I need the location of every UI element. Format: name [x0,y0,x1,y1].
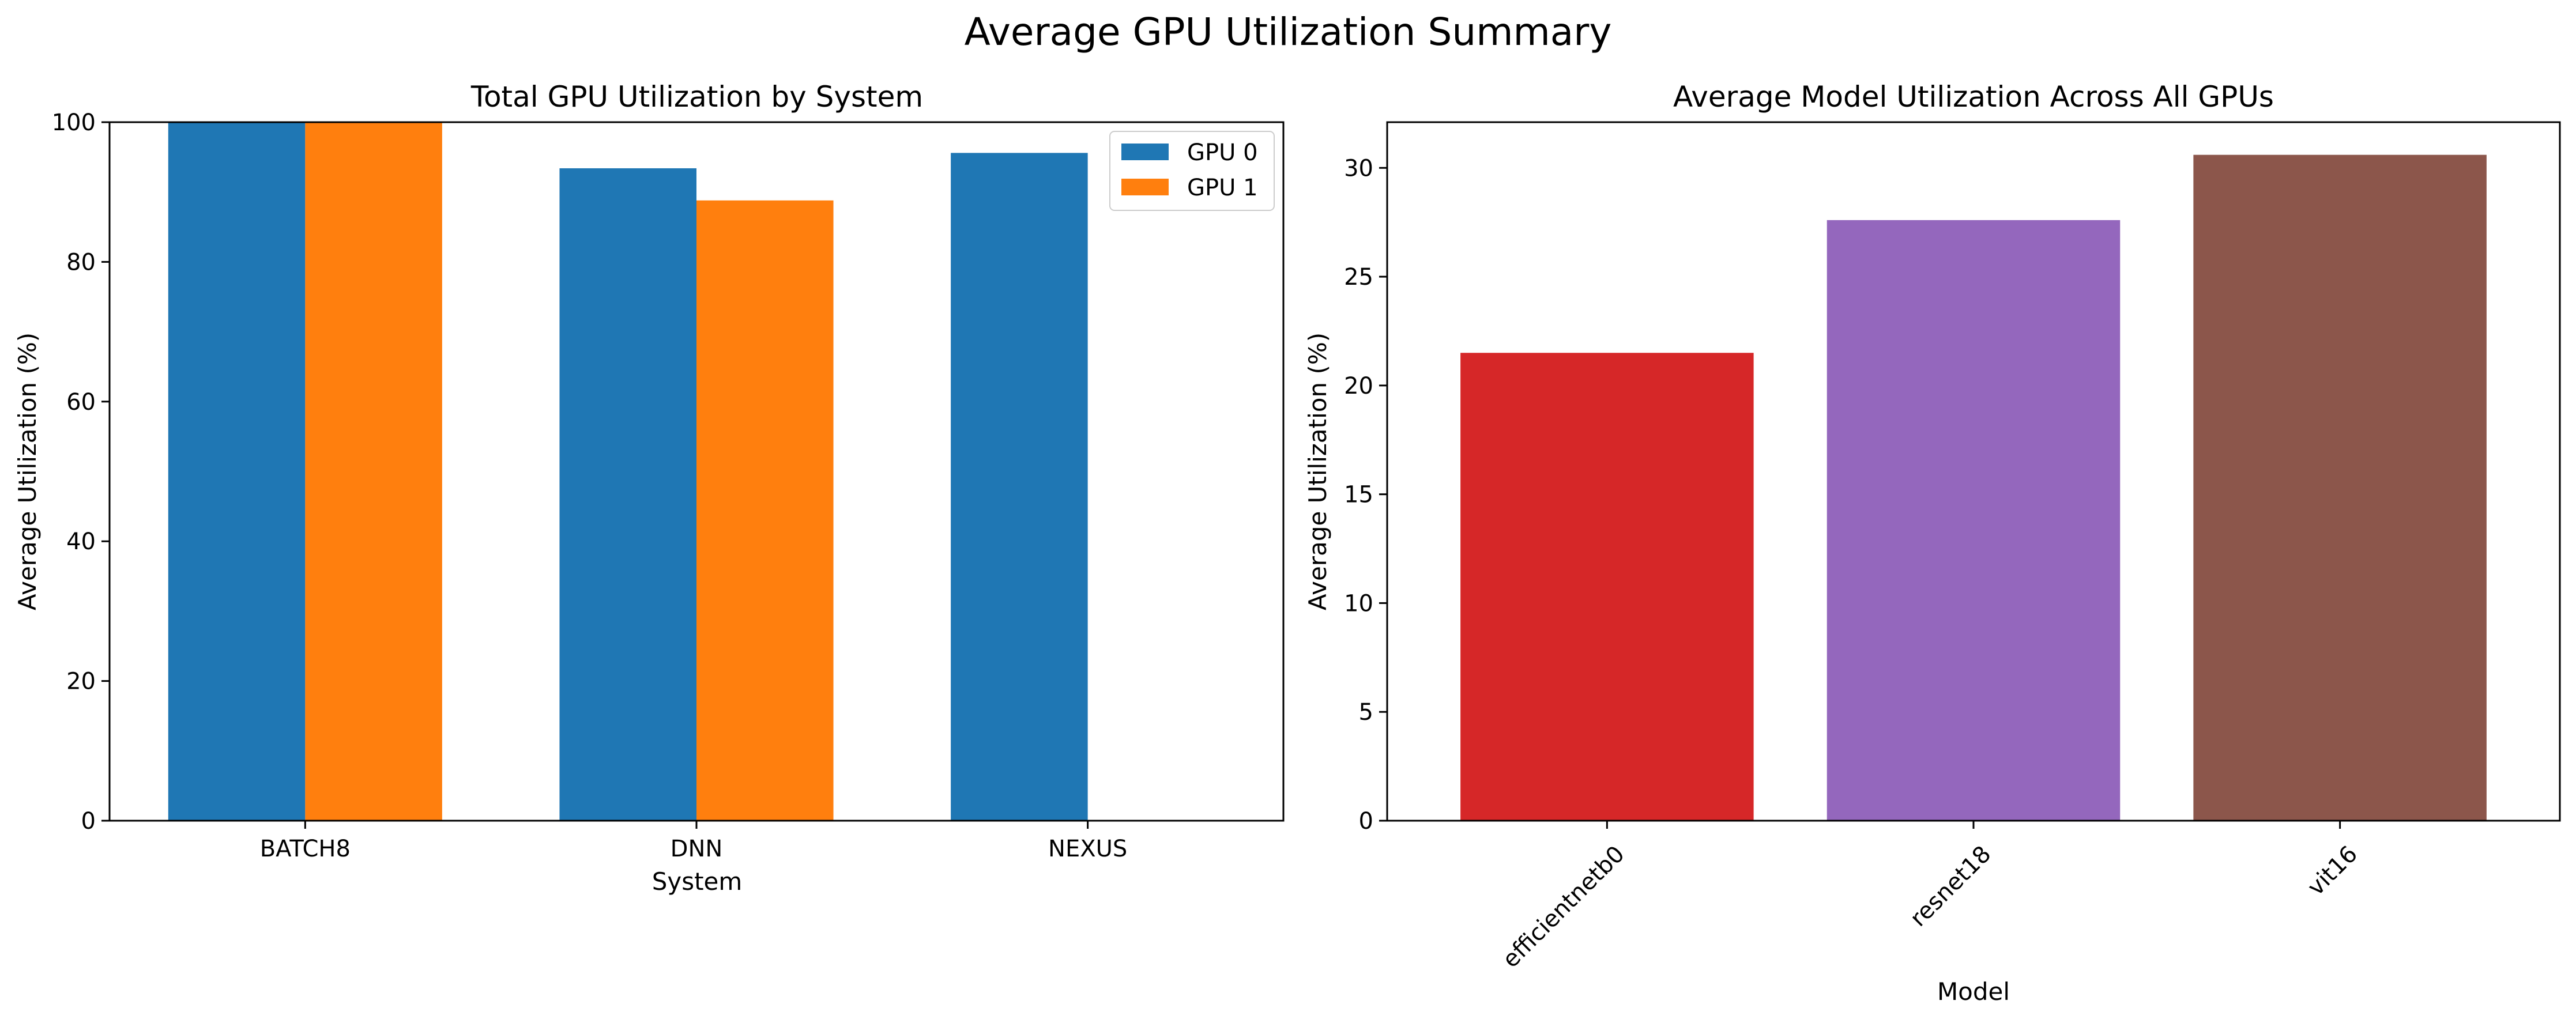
left-chart-bars [168,122,1088,821]
y-tick-label: 20 [1344,373,1373,399]
left-chart: Total GPU Utilization by System 0 20 40 60 8… [13,80,1285,896]
y-tick-label: 10 [1344,590,1373,617]
legend-label-gpu-0: GPU 0 [1187,139,1258,166]
y-tick-label: 25 [1344,264,1373,290]
bar-vit16 [2193,154,2487,821]
y-tick-label: 0 [1359,808,1373,835]
y-tick-label: 80 [66,249,96,275]
left-chart-title: Total GPU Utilization by System [470,80,923,114]
y-tick-label: 60 [66,389,96,416]
bar-dnn-gpu-0 [559,168,696,821]
left-chart-frame [108,121,1285,822]
right-chart-title: Average Model Utilization Across All GPU… [1673,80,2274,114]
left-chart-y-label: Average Utilization (%) [13,333,42,610]
figure-title: Average GPU Utilization Summary [965,10,1612,54]
y-tick-label: 5 [1359,699,1373,726]
y-tick-label: 20 [66,669,96,695]
y-tick-label: 40 [66,529,96,555]
y-tick-label: 0 [81,808,96,835]
right-chart-y-label: Average Utilization (%) [1304,333,1332,610]
y-tick-label: 15 [1344,482,1373,508]
y-tick-label: 100 [52,110,96,136]
bar-batch8-gpu-0 [168,122,306,821]
legend-swatch-gpu-0 [1121,144,1169,160]
x-tick-label-batch8: BATCH8 [260,836,351,862]
bar-efficientnetb0 [1460,353,1754,821]
left-chart-legend: GPU 0 GPU 1 [1109,131,1275,211]
left-chart-x-ticks: BATCH8 DNN NEXUS [260,821,1127,862]
left-chart-y-ticks: 0 20 40 60 80 100 [52,110,110,835]
bar-nexus-gpu-0 [951,153,1088,821]
x-tick-label-nexus: NEXUS [1048,836,1127,862]
right-chart-y-ticks: 0 5 10 15 20 25 30 [1344,155,1387,835]
x-tick-label-dnn: DNN [671,836,723,862]
bar-batch8-gpu-1 [305,122,442,821]
bar-resnet18 [1826,220,2121,821]
bar-dnn-gpu-1 [696,200,834,821]
right-chart-frame [1386,121,2561,822]
right-chart-x-label: Model [1937,977,2010,1006]
left-chart-x-label: System [652,867,743,896]
legend-label-gpu-1: GPU 1 [1187,175,1258,201]
y-tick-label: 30 [1344,155,1373,182]
right-chart-bars [1460,154,2487,821]
legend-swatch-gpu-1 [1121,179,1169,195]
